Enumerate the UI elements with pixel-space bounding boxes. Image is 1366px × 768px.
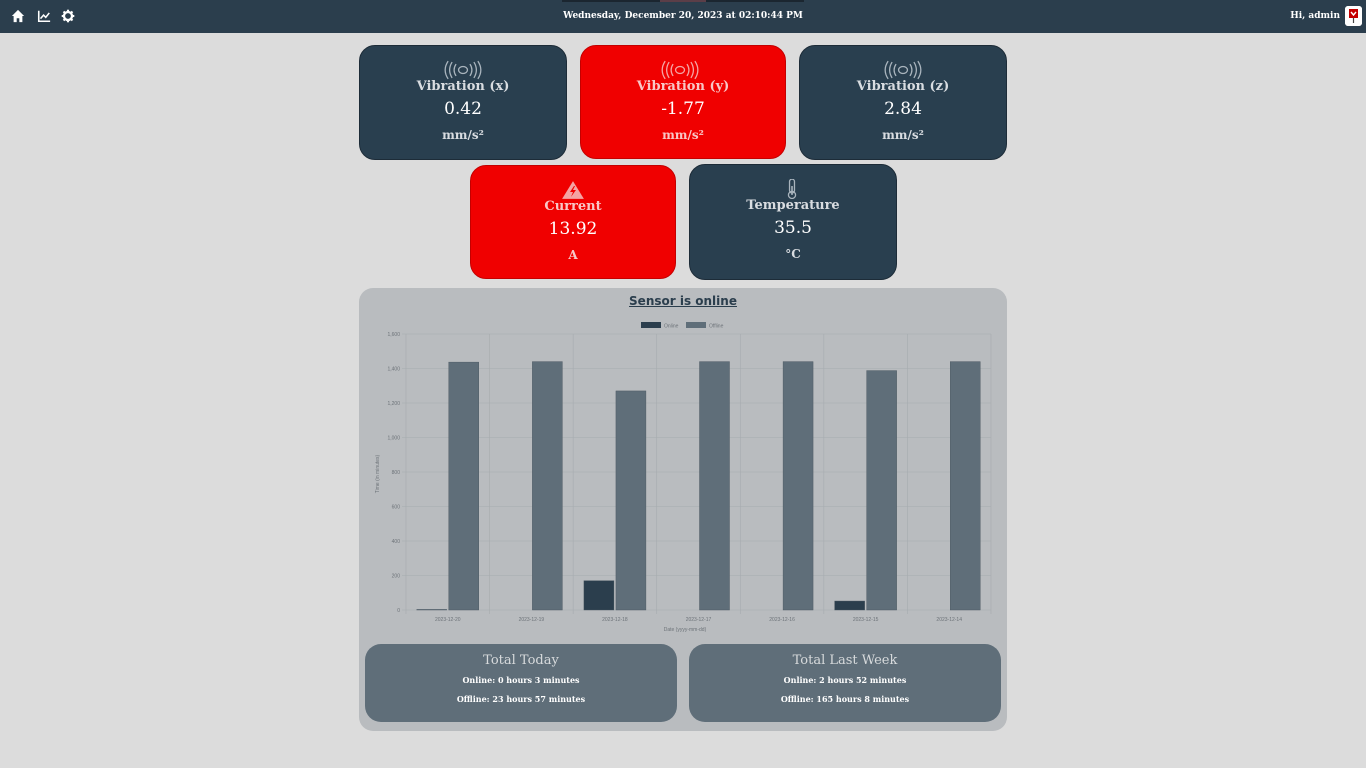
warning-bolt-icon: [562, 181, 584, 199]
current-card: Current 13.92 A: [470, 165, 676, 279]
sensor-status-panel: Sensor is online Online Offline 0 200 400 60…: [359, 288, 1007, 731]
current-unit: A: [568, 248, 578, 262]
vibration-x-label: Vibration (x): [416, 79, 510, 94]
x-tick-label: 2023-12-14: [936, 617, 962, 623]
x-tick-label: 2023-12-20: [435, 617, 461, 623]
sensor-status-title: Sensor is online: [629, 294, 737, 308]
thermometer-icon: [787, 179, 797, 199]
legend-label-online: Online: [664, 324, 679, 330]
x-axis-label: Date (yyyy-mm-dd): [664, 627, 707, 633]
total-today-card: Total Today Online: 0 hours 3 minutes Of…: [365, 644, 677, 722]
y-tick-label: 0: [397, 608, 400, 614]
y-axis: 0 200 400 600 800 1,000 1,200 1,400 1,600: [387, 332, 400, 614]
vibration-x-unit: mm/s²: [442, 128, 484, 142]
total-last-week-online: Online: 2 hours 52 minutes: [783, 675, 907, 685]
chart-legend[interactable]: Online Offline: [641, 322, 724, 330]
vibration-y-card: Vibration (y) -1.77 mm/s²: [580, 45, 786, 159]
y-tick-label: 1,200: [387, 401, 400, 407]
top-bar: Wednesday, December 20, 2023 at 02:10:44…: [0, 0, 1366, 33]
chart-bars: [416, 361, 981, 611]
legend-swatch-online: [641, 322, 661, 328]
legend-swatch-offline: [686, 322, 706, 328]
bar-offline: [782, 361, 814, 611]
vibration-x-card: Vibration (x) 0.42 mm/s²: [359, 45, 567, 160]
temperature-unit: °C: [785, 247, 801, 261]
chart-icon[interactable]: [37, 9, 51, 23]
y-tick-label: 600: [392, 504, 401, 510]
uptime-bar-chart: Online Offline 0 200 400 600 800 1,000 1,200 1,4…: [375, 322, 992, 633]
bar-offline: [448, 361, 479, 611]
total-last-week-title: Total Last Week: [792, 653, 898, 668]
vibration-x-value: 0.42: [444, 99, 482, 119]
y-tick-label: 1,400: [387, 366, 400, 372]
bar-offline: [950, 361, 981, 611]
total-today-title: Total Today: [483, 653, 559, 668]
vibration-z-value: 2.84: [884, 99, 922, 119]
temperature-card: Temperature 35.5 °C: [689, 164, 897, 280]
vibration-y-unit: mm/s²: [662, 128, 704, 142]
gear-icon[interactable]: [61, 9, 75, 23]
bar-online: [583, 580, 615, 611]
x-tick-label: 2023-12-16: [769, 617, 795, 623]
total-last-week-card: Total Last Week Online: 2 hours 52 minut…: [689, 644, 1001, 722]
bar-offline: [866, 370, 897, 611]
current-datetime: Wednesday, December 20, 2023 at 02:10:44…: [563, 11, 803, 21]
y-tick-label: 1,600: [387, 332, 400, 338]
temperature-value: 35.5: [774, 218, 812, 238]
avatar[interactable]: [1345, 6, 1362, 26]
vibration-y-label: Vibration (y): [636, 79, 730, 94]
vibration-z-unit: mm/s²: [882, 128, 924, 142]
bar-offline: [699, 361, 730, 611]
x-tick-label: 2023-12-19: [519, 617, 545, 623]
y-tick-label: 1,000: [387, 435, 400, 441]
bar-offline: [532, 361, 563, 611]
vibration-icon: [884, 60, 922, 80]
x-tick-label: 2023-12-18: [602, 617, 628, 623]
vibration-icon: [444, 60, 482, 80]
home-icon[interactable]: [11, 9, 25, 23]
x-tick-label: 2023-12-17: [686, 617, 712, 623]
vibration-icon: [661, 60, 699, 80]
user-greeting[interactable]: Hi, admin: [1290, 11, 1340, 21]
y-tick-label: 200: [392, 573, 401, 579]
legend-label-offline: Offline: [709, 324, 724, 330]
top-indicator-mark: [660, 0, 706, 2]
chart-grid: [402, 333, 992, 614]
total-today-offline: Offline: 23 hours 57 minutes: [456, 694, 586, 704]
y-tick-label: 800: [392, 470, 401, 476]
current-value: 13.92: [548, 219, 598, 239]
x-tick-label: 2023-12-15: [853, 617, 879, 623]
y-axis-label: Time (in minutes): [375, 454, 381, 493]
vibration-z-label: Vibration (z): [856, 79, 950, 94]
bar-online: [416, 609, 447, 611]
temperature-label: Temperature: [746, 198, 840, 213]
x-axis: 2023-12-20 2023-12-19 2023-12-18 2023-12-17…: [435, 617, 962, 623]
vibration-z-card: Vibration (z) 2.84 mm/s²: [799, 45, 1007, 160]
bar-offline: [615, 390, 647, 611]
current-label: Current: [544, 199, 602, 214]
y-tick-label: 400: [392, 539, 401, 545]
total-last-week-offline: Offline: 165 hours 8 minutes: [780, 694, 910, 704]
total-today-online: Online: 0 hours 3 minutes: [462, 675, 580, 685]
vibration-y-value: -1.77: [661, 99, 705, 119]
bar-online: [834, 600, 865, 611]
